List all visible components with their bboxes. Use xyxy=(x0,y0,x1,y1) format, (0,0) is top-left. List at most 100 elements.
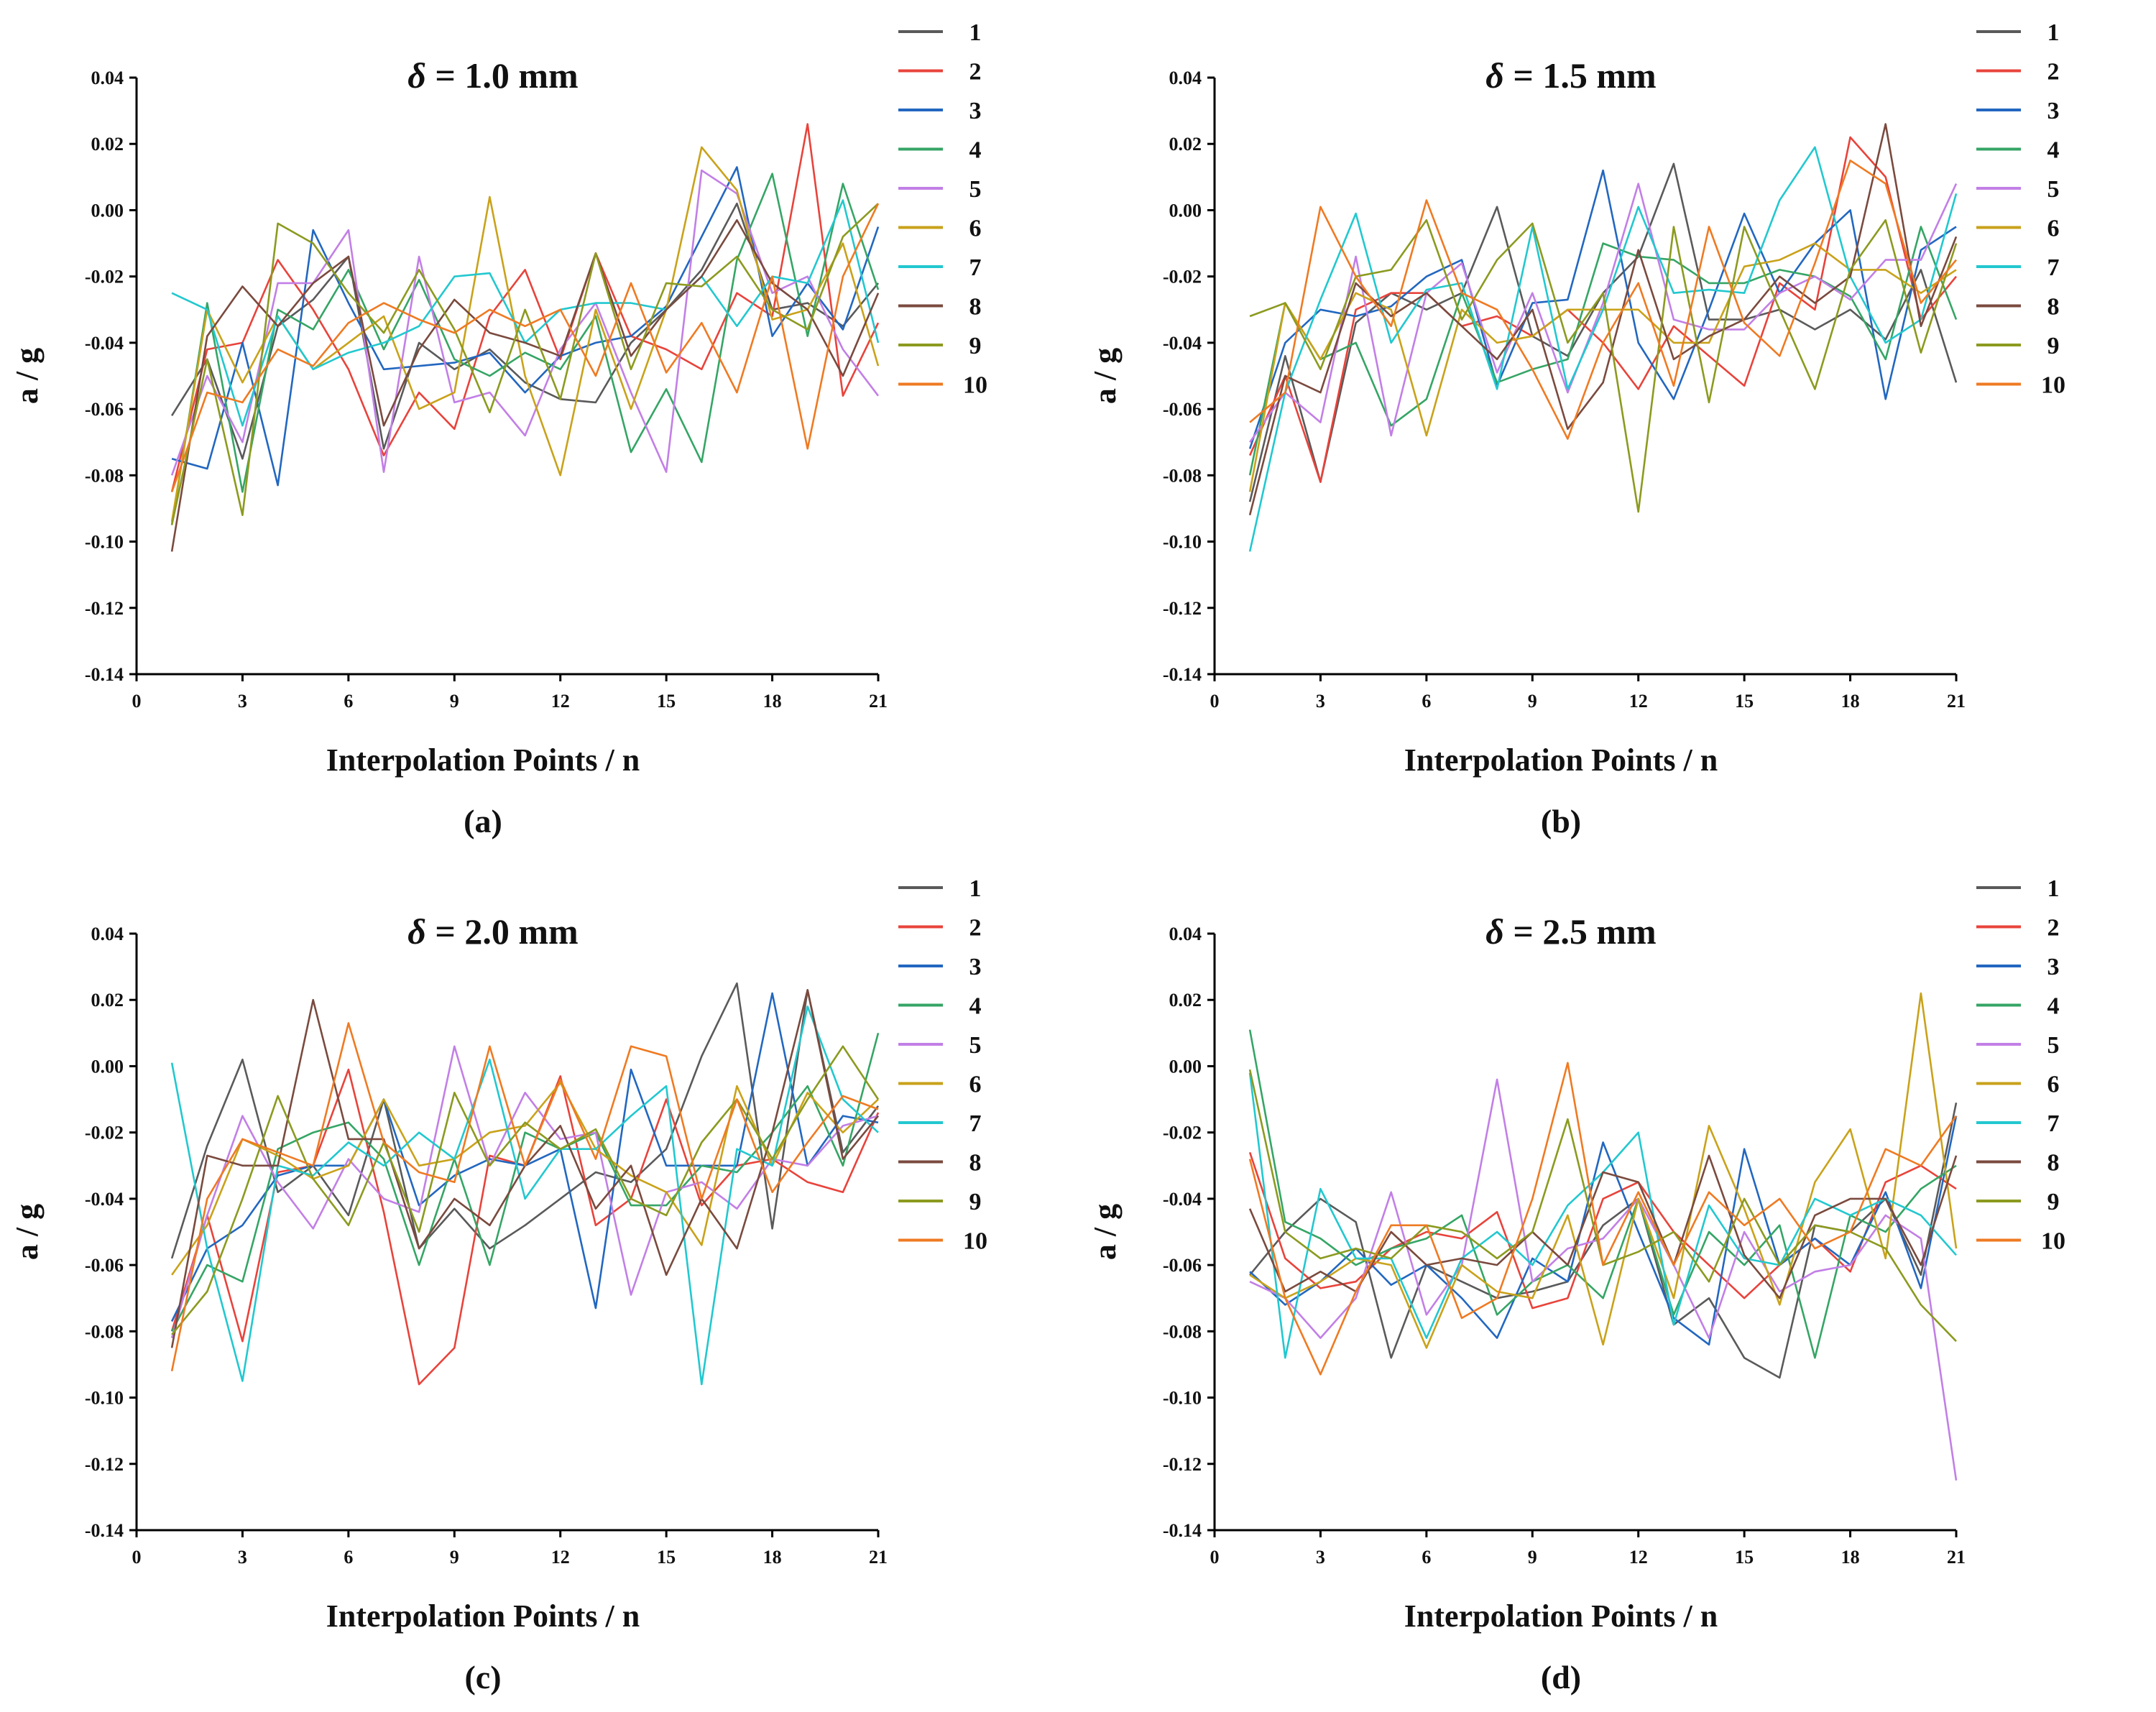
y-tick-label: -0.10 xyxy=(1163,1388,1202,1409)
chart-b: δ = 1.5 mm 0.04 0.02 0.00 -0.02 -0.04 -0.06 -0.… xyxy=(1087,19,2065,839)
series-line-10 xyxy=(170,203,880,492)
series-line-6 xyxy=(171,1082,879,1276)
y-tick-label: 0.02 xyxy=(1169,134,1202,155)
series-line-4 xyxy=(1248,226,1958,476)
x-axis-label: Interpolation Points / n xyxy=(1404,742,1718,778)
legend-label-9: 9 xyxy=(2047,1189,2060,1215)
x-tick-label: 12 xyxy=(551,1547,570,1568)
panel-a: δ = 1.0 mm 0.04 0.02 0.00 -0.02 -0.04 -0.06 -0.… xyxy=(0,0,1078,856)
legend-label-4: 4 xyxy=(2047,137,2060,164)
series-line-9 xyxy=(1249,218,1958,513)
x-tick-label: 12 xyxy=(1629,691,1648,712)
y-tick-label: 0.04 xyxy=(1169,924,1202,944)
legend-label-8: 8 xyxy=(2047,1150,2060,1177)
x-axis-label: Interpolation Points / n xyxy=(1404,1598,1718,1634)
series-line-8 xyxy=(170,218,880,552)
y-tick-label: -0.14 xyxy=(1163,664,1202,685)
legend-label-2: 2 xyxy=(969,915,982,942)
series-line-10 xyxy=(1248,1062,1958,1376)
title-symbol: δ xyxy=(1485,911,1504,952)
legend-label-9: 9 xyxy=(969,333,982,359)
legend-label-5: 5 xyxy=(2047,176,2060,203)
legend-label-10: 10 xyxy=(963,372,987,399)
legend-label-10: 10 xyxy=(963,1228,987,1255)
chart-title: δ = 2.5 mm xyxy=(1485,911,1656,952)
legend-label-7: 7 xyxy=(969,1110,982,1137)
x-tick-label: 12 xyxy=(1629,1547,1648,1568)
title-text: = 2.0 mm xyxy=(426,911,579,952)
legend-label-2: 2 xyxy=(2047,59,2060,86)
y-tick-label: 0.04 xyxy=(91,924,124,944)
title-text: = 1.0 mm xyxy=(426,55,579,96)
legend-label-5: 5 xyxy=(2047,1032,2060,1059)
legend-label-1: 1 xyxy=(969,19,982,46)
legend-label-7: 7 xyxy=(2047,1110,2060,1137)
x-tick-label: 0 xyxy=(132,691,142,712)
y-tick-label: -0.08 xyxy=(85,465,124,486)
legend-label-4: 4 xyxy=(969,137,982,164)
y-tick-label: -0.06 xyxy=(85,399,124,420)
y-tick-label: -0.02 xyxy=(85,1123,124,1143)
panel-label: (d) xyxy=(1541,1659,1581,1695)
x-tick-label: 18 xyxy=(763,691,782,712)
y-tick-label: -0.10 xyxy=(1163,532,1202,553)
x-tick-label: 0 xyxy=(1210,691,1220,712)
chart-title: δ = 1.0 mm xyxy=(407,55,578,96)
y-tick-label: 0.04 xyxy=(1169,68,1202,88)
x-tick-label: 15 xyxy=(1735,1547,1754,1568)
x-tick-label: 6 xyxy=(344,691,353,712)
x-tick-label: 9 xyxy=(450,691,459,712)
y-tick-label: 0.02 xyxy=(91,990,124,1011)
y-tick-label: 0.00 xyxy=(91,200,124,221)
y-tick-label: -0.06 xyxy=(1163,399,1202,420)
chart-a: δ = 1.0 mm 0.04 0.02 0.00 -0.02 -0.04 -0.06 -0.… xyxy=(9,19,987,839)
x-tick-label: 15 xyxy=(657,1547,676,1568)
y-tick-label: -0.04 xyxy=(1163,333,1202,354)
title-symbol: δ xyxy=(407,911,426,952)
title-symbol: δ xyxy=(1485,55,1504,96)
legend-label-8: 8 xyxy=(969,294,982,321)
title-text: = 1.5 mm xyxy=(1504,55,1657,96)
y-tick-label: 0.00 xyxy=(1169,1056,1202,1077)
series-line-10 xyxy=(170,1022,879,1371)
y-tick-label: -0.12 xyxy=(85,598,124,619)
y-tick-label: -0.14 xyxy=(85,1520,124,1541)
series-line-1 xyxy=(170,982,880,1259)
legend-label-4: 4 xyxy=(969,993,982,1020)
y-tick-label: -0.04 xyxy=(85,333,124,354)
x-tick-label: 6 xyxy=(1422,691,1431,712)
y-tick-label: 0.04 xyxy=(91,68,124,88)
series-line-5 xyxy=(1249,1078,1958,1481)
legend-label-2: 2 xyxy=(2047,915,2060,942)
legend-label-5: 5 xyxy=(969,176,982,203)
y-axis-label: a / g xyxy=(9,348,45,404)
y-tick-label: -0.08 xyxy=(1163,465,1202,486)
y-tick-label: -0.08 xyxy=(1163,1321,1202,1342)
chart-d: δ = 2.5 mm 0.04 0.02 0.00 -0.02 -0.04 -0.06 -0.… xyxy=(1087,875,2065,1695)
x-tick-label: 15 xyxy=(657,691,676,712)
y-tick-label: 0.02 xyxy=(91,134,124,155)
series-line-2 xyxy=(170,123,880,492)
legend-label-4: 4 xyxy=(2047,993,2060,1020)
y-tick-label: -0.12 xyxy=(85,1454,124,1475)
series-line-4 xyxy=(170,1032,880,1332)
legend-label-3: 3 xyxy=(2047,954,2060,980)
x-tick-label: 12 xyxy=(551,691,570,712)
chart-title: δ = 2.0 mm xyxy=(407,911,578,952)
x-tick-label: 3 xyxy=(238,691,247,712)
series-line-5 xyxy=(170,1045,879,1338)
panel-label: (b) xyxy=(1541,803,1581,839)
series-line-5 xyxy=(1249,183,1958,443)
x-tick-label: 3 xyxy=(1316,1547,1325,1568)
legend-label-9: 9 xyxy=(969,1189,982,1215)
series-line-4 xyxy=(1248,1029,1957,1359)
series-line-5 xyxy=(170,169,880,476)
y-tick-label: -0.06 xyxy=(1163,1255,1202,1276)
panel-label: (a) xyxy=(464,803,502,839)
y-tick-label: 0.00 xyxy=(1169,200,1202,221)
legend-label-9: 9 xyxy=(2047,333,2060,359)
legend-label-8: 8 xyxy=(2047,294,2060,321)
y-tick-label: -0.12 xyxy=(1163,598,1202,619)
series-line-7 xyxy=(1248,146,1958,552)
